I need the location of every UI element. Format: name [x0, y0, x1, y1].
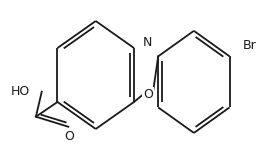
Text: N: N — [143, 36, 153, 49]
Text: HO: HO — [11, 85, 30, 98]
Text: Br: Br — [243, 39, 257, 52]
Text: O: O — [64, 130, 74, 143]
Text: O: O — [143, 88, 153, 101]
